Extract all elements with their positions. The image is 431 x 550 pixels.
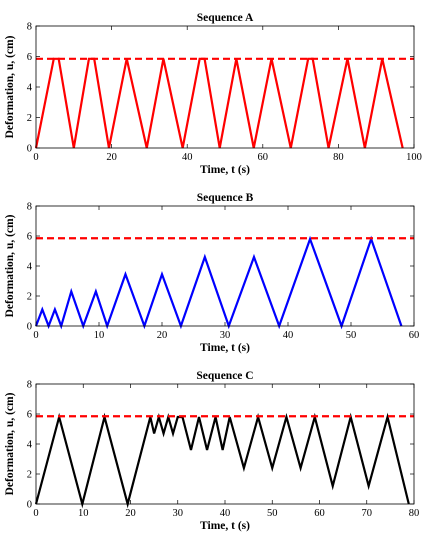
y-tick-label: 0 bbox=[27, 500, 32, 511]
y-tick-label: 8 bbox=[27, 22, 32, 33]
y-tick-label: 6 bbox=[27, 52, 32, 63]
x-tick-label: 50 bbox=[267, 508, 278, 519]
y-tick-label: 8 bbox=[27, 202, 32, 213]
y-axis-label: Deformation, u, (cm) bbox=[4, 392, 16, 495]
x-axis-label: Time, t (s) bbox=[200, 520, 250, 532]
x-tick-label: 100 bbox=[406, 152, 422, 163]
x-axis-label: Time, t (s) bbox=[200, 342, 250, 354]
x-tick-label: 20 bbox=[157, 330, 168, 341]
x-tick-label: 20 bbox=[125, 508, 136, 519]
x-tick-label: 80 bbox=[333, 152, 344, 163]
y-tick-label: 2 bbox=[27, 113, 32, 124]
y-axis-label: Deformation, u, (cm) bbox=[4, 214, 16, 317]
x-tick-label: 30 bbox=[220, 330, 231, 341]
x-tick-label: 60 bbox=[409, 330, 420, 341]
x-tick-label: 10 bbox=[78, 508, 89, 519]
x-tick-label: 50 bbox=[346, 330, 357, 341]
y-tick-label: 2 bbox=[27, 470, 32, 481]
y-tick-label: 0 bbox=[27, 144, 32, 155]
x-tick-label: 20 bbox=[106, 152, 117, 163]
x-tick-label: 40 bbox=[283, 330, 294, 341]
y-tick-label: 8 bbox=[27, 380, 32, 391]
y-tick-label: 6 bbox=[27, 232, 32, 243]
y-tick-label: 2 bbox=[27, 292, 32, 303]
y-tick-label: 0 bbox=[27, 322, 32, 333]
x-tick-label: 40 bbox=[182, 152, 193, 163]
x-tick-label: 60 bbox=[258, 152, 269, 163]
chart-panel-2: Sequence B 0 10 20 30 40 50 60 0 2 4 6 8 Time, t (s) D… bbox=[4, 192, 419, 354]
series-line bbox=[34, 412, 410, 509]
chart-title: Sequence C bbox=[196, 370, 253, 382]
chart-title: Sequence B bbox=[197, 192, 254, 204]
chart-panel-1: Sequence A 0 20 40 60 80 100 0 2 4 6 8 Time, t (s) De… bbox=[4, 12, 422, 176]
x-tick-label: 40 bbox=[220, 508, 231, 519]
y-axis-label: Deformation, u, (cm) bbox=[4, 35, 16, 138]
x-tick-label: 80 bbox=[409, 508, 420, 519]
y-tick-label: 4 bbox=[27, 83, 33, 94]
x-tick-label: 0 bbox=[33, 508, 38, 519]
x-tick-label: 0 bbox=[33, 330, 38, 341]
x-tick-label: 10 bbox=[94, 330, 105, 341]
series-line bbox=[34, 57, 404, 149]
x-tick-label: 30 bbox=[173, 508, 184, 519]
x-axis-label: Time, t (s) bbox=[200, 164, 250, 176]
plot-frame bbox=[35, 205, 415, 327]
y-tick-label: 6 bbox=[27, 410, 32, 421]
y-tick-label: 4 bbox=[27, 262, 33, 273]
chart-panel-3: Sequence C 0 10 20 30 40 50 60 70 80 0 2 4 6 8 Time, t … bbox=[4, 370, 419, 532]
x-tick-label: 0 bbox=[33, 152, 38, 163]
series-line bbox=[34, 235, 403, 330]
y-tick-label: 4 bbox=[27, 440, 33, 451]
chart-title: Sequence A bbox=[197, 12, 254, 24]
x-tick-label: 70 bbox=[362, 508, 373, 519]
x-tick-label: 60 bbox=[314, 508, 325, 519]
plot-frame bbox=[35, 25, 415, 149]
